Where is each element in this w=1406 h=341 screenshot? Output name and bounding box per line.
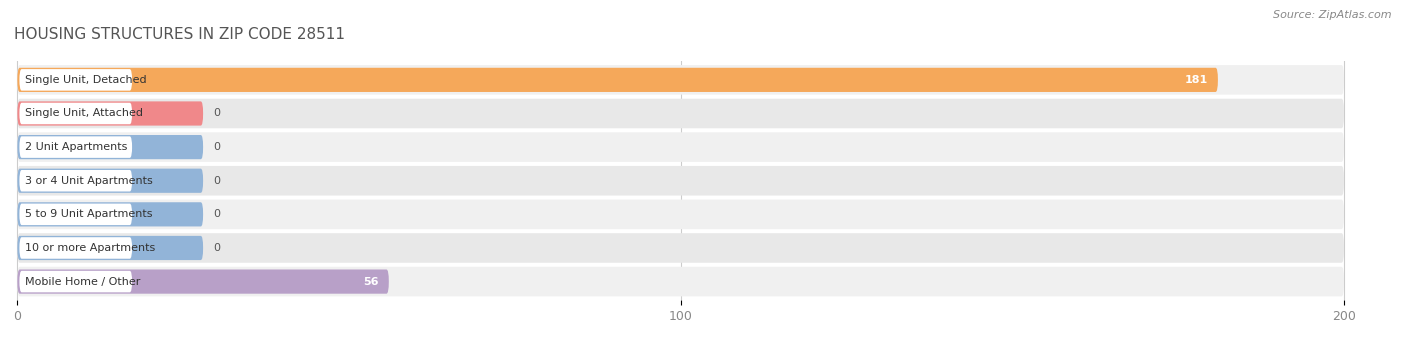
FancyBboxPatch shape bbox=[20, 103, 132, 124]
FancyBboxPatch shape bbox=[20, 136, 132, 158]
Text: Single Unit, Attached: Single Unit, Attached bbox=[25, 108, 143, 118]
Text: 181: 181 bbox=[1185, 75, 1208, 85]
FancyBboxPatch shape bbox=[17, 65, 1344, 95]
Text: 0: 0 bbox=[214, 108, 221, 118]
Text: 5 to 9 Unit Apartments: 5 to 9 Unit Apartments bbox=[25, 209, 153, 219]
FancyBboxPatch shape bbox=[17, 101, 202, 125]
FancyBboxPatch shape bbox=[17, 236, 202, 260]
FancyBboxPatch shape bbox=[17, 166, 1344, 195]
Text: 10 or more Apartments: 10 or more Apartments bbox=[25, 243, 156, 253]
Text: 0: 0 bbox=[214, 209, 221, 219]
FancyBboxPatch shape bbox=[20, 170, 132, 192]
FancyBboxPatch shape bbox=[17, 267, 1344, 296]
FancyBboxPatch shape bbox=[20, 204, 132, 225]
Text: 0: 0 bbox=[214, 142, 221, 152]
Text: HOUSING STRUCTURES IN ZIP CODE 28511: HOUSING STRUCTURES IN ZIP CODE 28511 bbox=[14, 27, 344, 42]
Text: 2 Unit Apartments: 2 Unit Apartments bbox=[25, 142, 128, 152]
FancyBboxPatch shape bbox=[17, 68, 1218, 92]
FancyBboxPatch shape bbox=[17, 233, 1344, 263]
FancyBboxPatch shape bbox=[17, 132, 1344, 162]
Text: Source: ZipAtlas.com: Source: ZipAtlas.com bbox=[1274, 10, 1392, 20]
Text: Mobile Home / Other: Mobile Home / Other bbox=[25, 277, 141, 286]
Text: Single Unit, Detached: Single Unit, Detached bbox=[25, 75, 148, 85]
FancyBboxPatch shape bbox=[20, 237, 132, 259]
FancyBboxPatch shape bbox=[17, 202, 202, 226]
FancyBboxPatch shape bbox=[17, 135, 202, 159]
Text: 56: 56 bbox=[363, 277, 378, 286]
Text: 0: 0 bbox=[214, 243, 221, 253]
FancyBboxPatch shape bbox=[20, 271, 132, 292]
FancyBboxPatch shape bbox=[17, 199, 1344, 229]
FancyBboxPatch shape bbox=[17, 169, 202, 193]
Text: 3 or 4 Unit Apartments: 3 or 4 Unit Apartments bbox=[25, 176, 153, 186]
FancyBboxPatch shape bbox=[20, 69, 132, 91]
FancyBboxPatch shape bbox=[17, 269, 389, 294]
Text: 0: 0 bbox=[214, 176, 221, 186]
FancyBboxPatch shape bbox=[17, 99, 1344, 128]
